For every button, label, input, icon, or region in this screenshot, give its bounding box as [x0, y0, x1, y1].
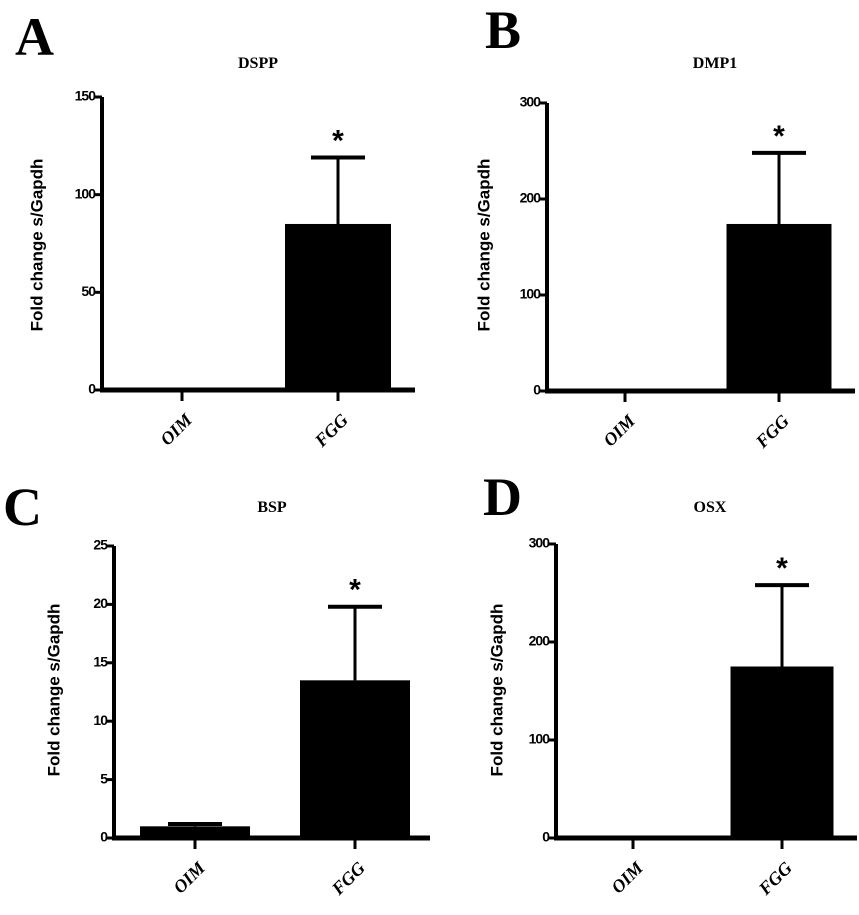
- y-tick-label: 15: [93, 654, 108, 670]
- y-tick-label: 0: [88, 381, 96, 397]
- chart-panel-b: B DMP1 Fold change s/Gapdh OIM * FGG 0 100 200 30…: [474, 0, 855, 452]
- y-tick-label: 0: [533, 382, 541, 398]
- significance-marker: *: [349, 574, 361, 607]
- y-tick-label: 100: [520, 286, 542, 302]
- bar-fgg: [300, 680, 410, 838]
- chart-title: DSPP: [238, 55, 278, 72]
- y-axis-label: Fold change s/Gapdh: [44, 604, 63, 777]
- y-tick-label: 0: [100, 829, 108, 845]
- chart-panel-c: C BSP Fold change s/Gapdh OIM * FGG 0 5 10 15 20 25: [3, 477, 430, 899]
- y-tick-label: 150: [75, 88, 97, 104]
- y-tick-label: 200: [529, 633, 551, 649]
- x-tick-label: OIM: [607, 857, 647, 897]
- y-tick-label: 300: [529, 535, 551, 551]
- y-tick-label: 100: [75, 185, 97, 201]
- x-tick-label: OIM: [169, 857, 209, 897]
- y-tick-label: 200: [520, 190, 542, 206]
- y-tick-label: 10: [93, 712, 108, 728]
- y-tick-label: 0: [542, 829, 550, 845]
- y-tick-label: 50: [81, 283, 96, 299]
- y-tick-label: 300: [520, 94, 542, 110]
- chart-panel-a: A DSPP Fold change s/Gapdh OIM * FGG 0 50 100 150: [15, 7, 415, 451]
- panel-letter: B: [485, 0, 521, 60]
- panel-letter: A: [15, 7, 54, 67]
- significance-marker: *: [776, 552, 788, 585]
- significance-marker: *: [773, 120, 785, 153]
- chart-title: OSX: [694, 499, 727, 516]
- bar-fgg: [726, 223, 832, 391]
- x-tick-label: FGG: [310, 410, 352, 452]
- x-tick-label: FGG: [327, 858, 369, 900]
- bar-fgg: [285, 223, 391, 390]
- chart-title: DMP1: [693, 55, 737, 72]
- y-axis-label: Fold change s/Gapdh: [487, 604, 506, 777]
- chart-panel-d: D OSX Fold change s/Gapdh OIM * FGG 0 100 200 300: [483, 467, 857, 899]
- panel-letter: D: [483, 467, 522, 527]
- x-tick-label: OIM: [156, 409, 196, 449]
- y-tick-label: 100: [529, 731, 551, 747]
- panel-letter: C: [3, 477, 42, 537]
- y-tick-label: 25: [93, 537, 108, 553]
- y-axis-label: Fold change s/Gapdh: [27, 159, 46, 332]
- bar-oim: [140, 826, 250, 838]
- x-tick-label: FGG: [754, 858, 796, 900]
- x-tick-label: OIM: [599, 410, 639, 450]
- chart-title: BSP: [257, 499, 287, 516]
- y-tick-label: 20: [93, 595, 108, 611]
- bar-fgg: [730, 666, 834, 838]
- significance-marker: *: [332, 125, 344, 158]
- y-axis-label: Fold change s/Gapdh: [474, 159, 493, 332]
- x-tick-label: FGG: [751, 411, 793, 453]
- y-tick-label: 5: [100, 770, 108, 786]
